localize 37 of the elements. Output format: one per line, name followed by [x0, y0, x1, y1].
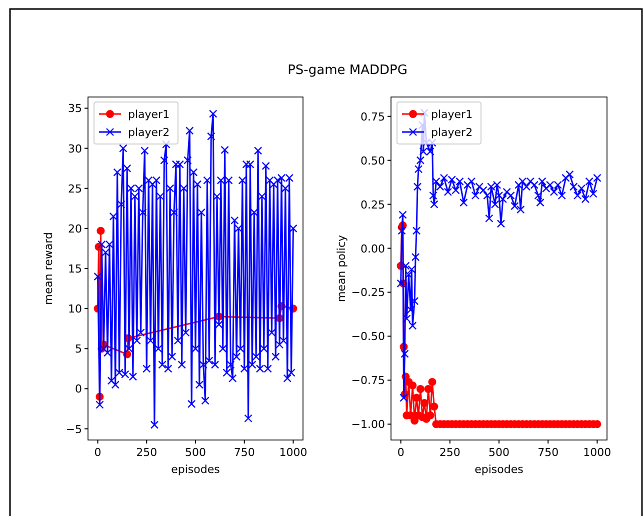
y-axis-title: mean reward — [42, 232, 55, 305]
y-tick-label: 30 — [68, 142, 82, 156]
y-tick-label: 35 — [68, 102, 82, 116]
y-tick-label: 5 — [75, 342, 82, 356]
y-tick-label: 0.00 — [360, 242, 385, 256]
y-tick-label: −1.00 — [351, 418, 385, 432]
y-tick-label: 0.50 — [360, 154, 385, 168]
text: PS-game MADDPG — [288, 63, 408, 78]
y-tick-label: −0.50 — [351, 330, 385, 344]
x-tick-label: 250 — [439, 446, 460, 459]
x-axis-title: episodes — [171, 463, 220, 476]
y-tick-label: 15 — [68, 262, 82, 276]
legend-label: player1 — [128, 108, 170, 121]
x-axis-title: episodes — [474, 463, 524, 476]
y-tick-label: 0.75 — [360, 110, 385, 124]
y-tick-label: −5 — [66, 422, 82, 436]
y-tick-label: −0.25 — [351, 286, 385, 300]
y-tick-label: 0.25 — [360, 198, 385, 212]
y-tick-label: 0 — [75, 382, 82, 396]
x-tick-label: 0 — [94, 446, 102, 459]
y-tick-label: 20 — [68, 222, 82, 236]
y-axis-title: mean policy — [335, 234, 348, 302]
y-tick-label: −0.75 — [351, 374, 385, 388]
x-tick-label: 500 — [488, 446, 510, 459]
x-tick-label: 250 — [136, 446, 158, 459]
x-tick-label: 750 — [234, 446, 255, 459]
x-tick-label: 750 — [538, 446, 559, 459]
point — [96, 226, 105, 235]
y-tick-label: 10 — [68, 302, 82, 316]
x-tick-label: 500 — [185, 446, 206, 459]
legend-label: player1 — [431, 108, 473, 121]
legend-label: player2 — [128, 126, 170, 139]
x-tick-label: 1000 — [279, 446, 308, 459]
legend-label: player2 — [431, 126, 473, 139]
x-tick-label: 0 — [397, 446, 404, 459]
y-tick-label: 25 — [68, 182, 82, 196]
x-tick-label: 1000 — [583, 446, 612, 459]
